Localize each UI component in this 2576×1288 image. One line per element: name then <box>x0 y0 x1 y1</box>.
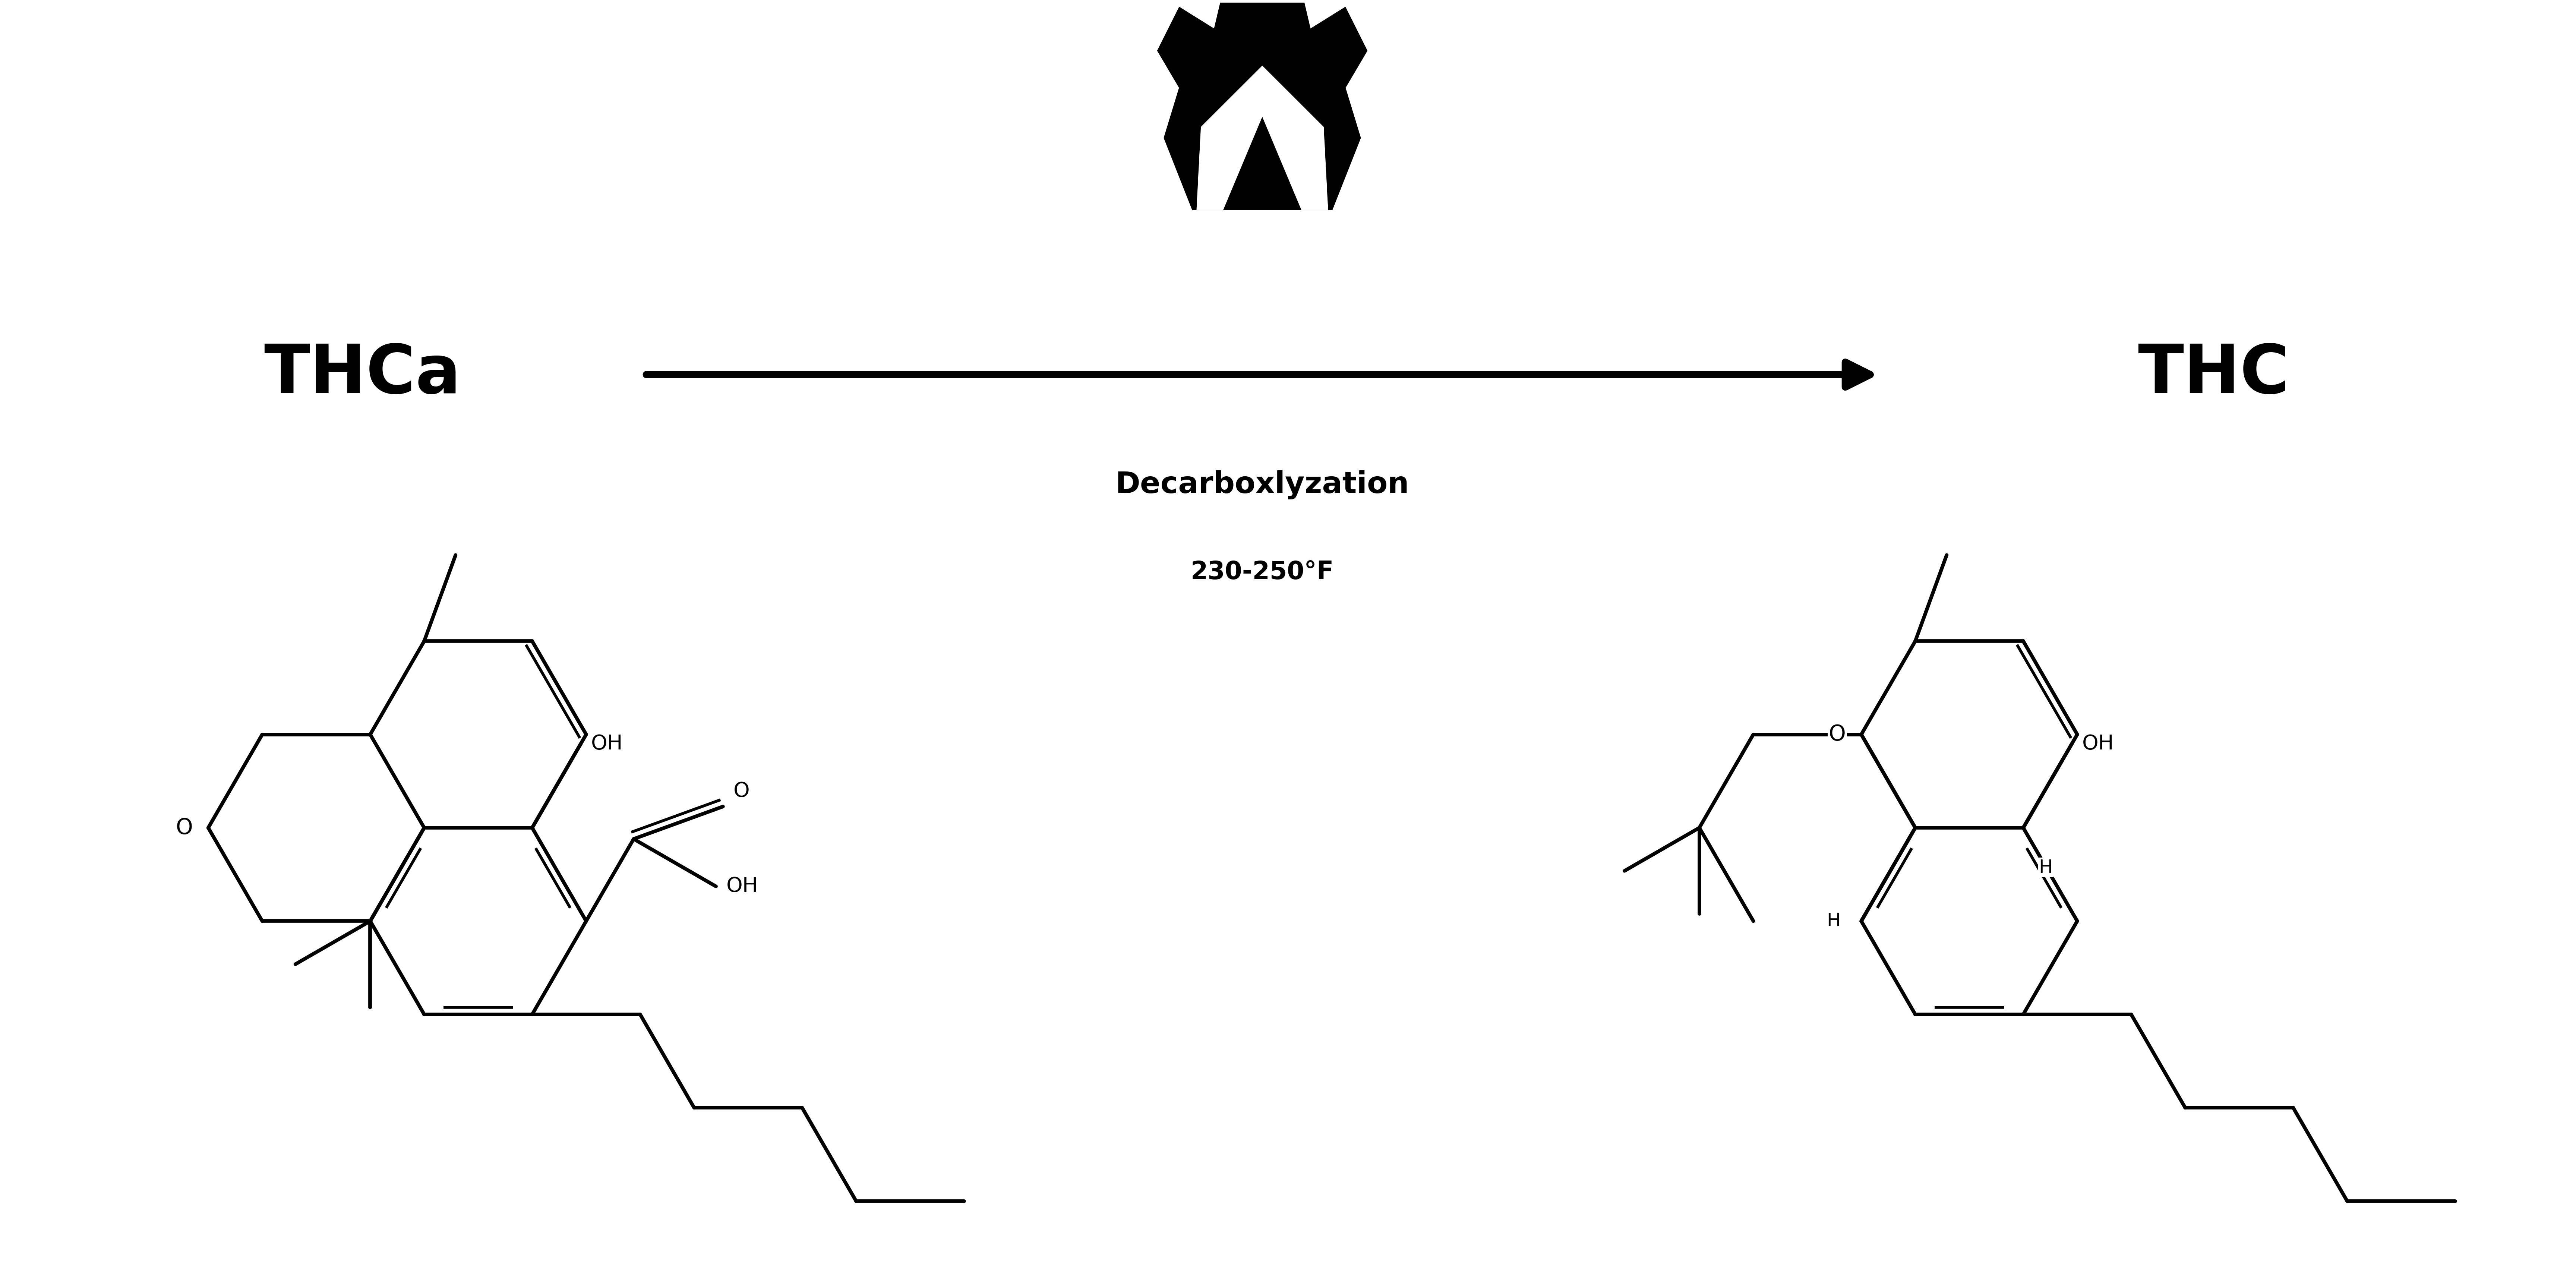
Text: H: H <box>1826 912 1842 930</box>
Text: 230-250°F: 230-250°F <box>1190 560 1334 585</box>
Text: OH: OH <box>726 876 757 896</box>
Text: THC: THC <box>2138 341 2290 407</box>
Text: O: O <box>1829 724 1847 744</box>
Text: O: O <box>175 817 193 838</box>
Text: OH: OH <box>2081 734 2115 753</box>
Text: Decarboxlyzation: Decarboxlyzation <box>1115 470 1409 500</box>
Text: O: O <box>734 782 750 801</box>
Polygon shape <box>1198 66 1327 210</box>
Text: OH: OH <box>590 734 623 753</box>
Text: H: H <box>2038 859 2053 876</box>
Text: THCa: THCa <box>263 341 461 407</box>
Polygon shape <box>1157 0 1368 210</box>
